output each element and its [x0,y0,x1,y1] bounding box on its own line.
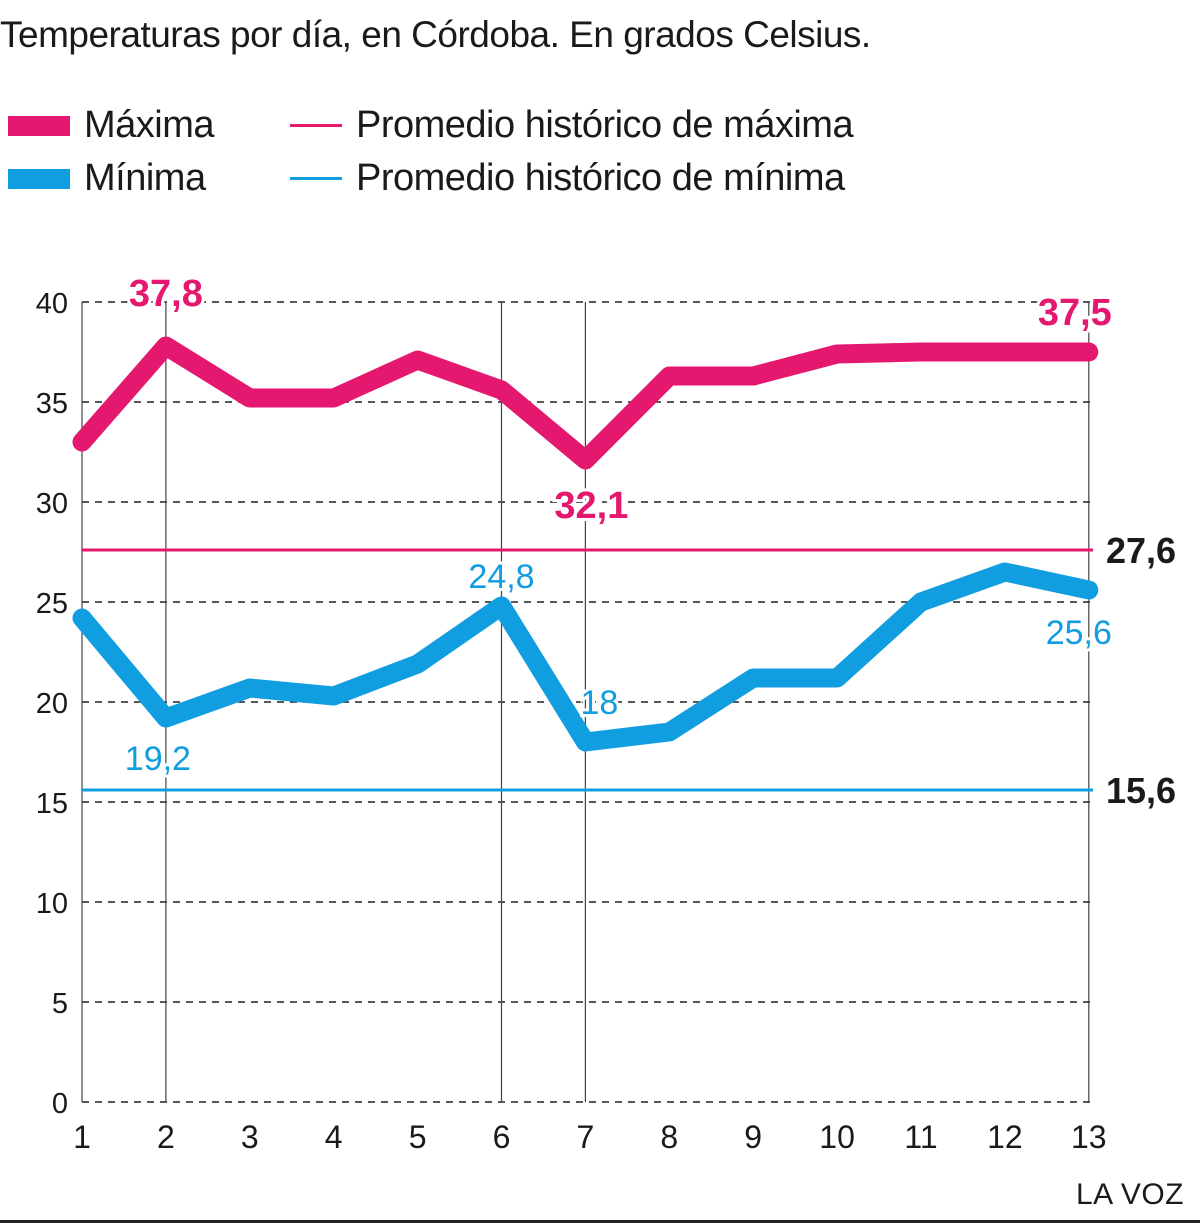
x-tick-label-4: 4 [325,1119,343,1155]
legend-item-promedio-minima: Promedio histórico de mínima [290,157,845,200]
data-label-minima-2: 19,2 [125,740,191,778]
legend-label-promedio-maxima: Promedio histórico de máxima [356,104,854,146]
x-tick-label-1: 1 [73,1119,91,1155]
y-tick-label-15: 15 [36,788,68,820]
y-tick-label-0: 0 [52,1088,68,1120]
x-tick-label-11: 11 [904,1119,937,1155]
series-line-minima [72,562,1099,752]
x-tick-label-8: 8 [660,1119,678,1155]
data-label-minima-6: 24,8 [468,558,534,596]
credit-la-voz: LA VOZ [1075,1178,1184,1211]
reference-label-1: 15,6 [1106,770,1176,811]
y-tick-label-10: 10 [36,888,68,920]
legend-item-minima: Mínima [8,157,206,200]
chart-title: Temperaturas por día, en Córdoba. En gra… [0,14,871,55]
legend-swatch-promedio-minima [290,177,342,180]
x-tick-label-10: 10 [819,1119,855,1155]
y-tick-label-40: 40 [36,288,68,320]
x-tick-label-9: 9 [744,1119,762,1155]
legend-swatch-promedio-maxima [290,124,342,127]
data-label-maxima-7: 32,1 [554,485,628,527]
x-tick-label-7: 7 [577,1119,595,1155]
legend-swatch-maxima [8,115,70,136]
data-label-maxima-2: 37,8 [129,273,203,315]
x-tick-label-13: 13 [1071,1119,1107,1155]
x-tick-label-2: 2 [157,1119,175,1155]
data-label-maxima-13: 37,5 [1038,292,1112,334]
legend-swatch-minima [8,168,70,189]
y-tick-label-20: 20 [36,688,68,720]
y-tick-label-25: 25 [36,588,68,620]
x-tick-label-5: 5 [409,1119,427,1155]
y-tick-label-30: 30 [36,488,68,520]
bottom-rule [0,1220,1200,1223]
series-line-maxima [72,336,1099,470]
x-tick-label-6: 6 [493,1119,511,1155]
reference-label-0: 27,6 [1106,530,1176,571]
x-tick-label-3: 3 [241,1119,259,1155]
legend-item-maxima: Máxima [8,104,215,147]
y-tick-label-5: 5 [52,988,68,1020]
y-tick-label-35: 35 [36,388,68,420]
legend-label-minima: Mínima [84,157,206,199]
x-tick-label-12: 12 [987,1119,1023,1155]
legend-label-maxima: Máxima [84,104,215,146]
data-label-minima-7: 18 [580,684,618,722]
data-label-minima-13: 25,6 [1046,614,1112,652]
legend-label-promedio-minima: Promedio histórico de mínima [356,157,845,199]
legend-item-promedio-maxima: Promedio histórico de máxima [290,104,854,147]
